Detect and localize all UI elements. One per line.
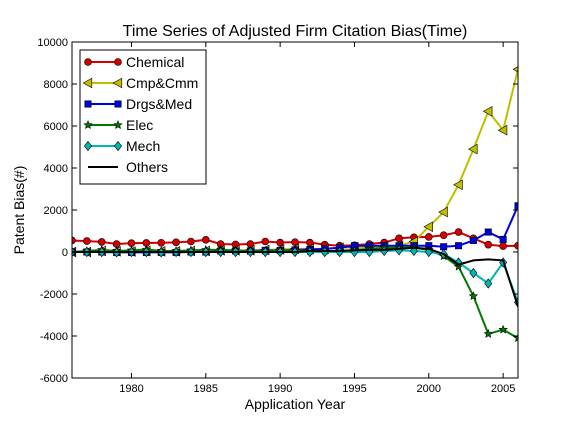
legend-label: Others xyxy=(126,159,168,175)
data-point xyxy=(98,238,105,245)
data-point xyxy=(440,232,447,239)
data-point xyxy=(425,233,432,240)
legend-label: Elec xyxy=(126,117,153,133)
series-mech xyxy=(68,246,521,307)
data-point xyxy=(173,239,180,246)
x-tick-label: 1990 xyxy=(268,383,292,395)
series-elec xyxy=(68,244,522,342)
legend-label: Drgs&Med xyxy=(126,96,192,112)
x-tick-label: 2005 xyxy=(491,383,515,395)
data-point xyxy=(485,229,491,235)
legend-marker xyxy=(115,101,121,107)
y-tick-label: 10000 xyxy=(37,37,68,49)
series-line xyxy=(72,248,518,338)
data-point xyxy=(485,241,492,248)
data-point xyxy=(262,238,269,245)
x-tick-label: 1985 xyxy=(194,383,218,395)
legend-label: Mech xyxy=(126,138,160,154)
legend-marker xyxy=(115,59,122,66)
data-point xyxy=(470,237,476,243)
data-point xyxy=(470,268,477,277)
y-tick-label: -2000 xyxy=(40,289,68,301)
legend-label: Cmp&Cmm xyxy=(126,75,198,91)
x-tick-label: 2000 xyxy=(417,383,441,395)
data-point xyxy=(202,236,209,243)
data-point xyxy=(500,243,507,250)
y-tick-label: 4000 xyxy=(44,163,68,175)
x-tick-label: 1995 xyxy=(342,383,366,395)
y-tick-label: 2000 xyxy=(44,205,68,217)
y-tick-label: 8000 xyxy=(44,79,68,91)
data-point xyxy=(454,180,463,190)
chart-title: Time Series of Adjusted Firm Citation Bi… xyxy=(123,23,468,40)
legend: Chemical Cmp&Cmm Drgs&Med Elec Mech Others xyxy=(80,50,206,184)
y-axis-title: Patent Bias(#) xyxy=(11,166,27,255)
legend-label: Chemical xyxy=(126,54,184,70)
y-tick-label: 0 xyxy=(62,247,68,259)
data-point xyxy=(277,239,284,246)
data-point xyxy=(484,330,492,337)
data-point xyxy=(83,238,90,245)
data-point xyxy=(455,229,462,236)
data-point xyxy=(396,235,403,242)
data-point xyxy=(187,238,194,245)
data-point xyxy=(158,239,165,246)
legend-marker xyxy=(85,101,91,107)
data-point xyxy=(500,236,506,242)
data-point xyxy=(440,244,446,250)
x-tick-label: 1980 xyxy=(119,383,143,395)
legend-marker xyxy=(85,59,92,66)
x-axis-title: Application Year xyxy=(245,396,346,412)
data-point xyxy=(455,243,461,249)
y-tick-label: -4000 xyxy=(40,331,68,343)
y-tick-label: 6000 xyxy=(44,121,68,133)
y-tick-label: -6000 xyxy=(40,373,68,385)
